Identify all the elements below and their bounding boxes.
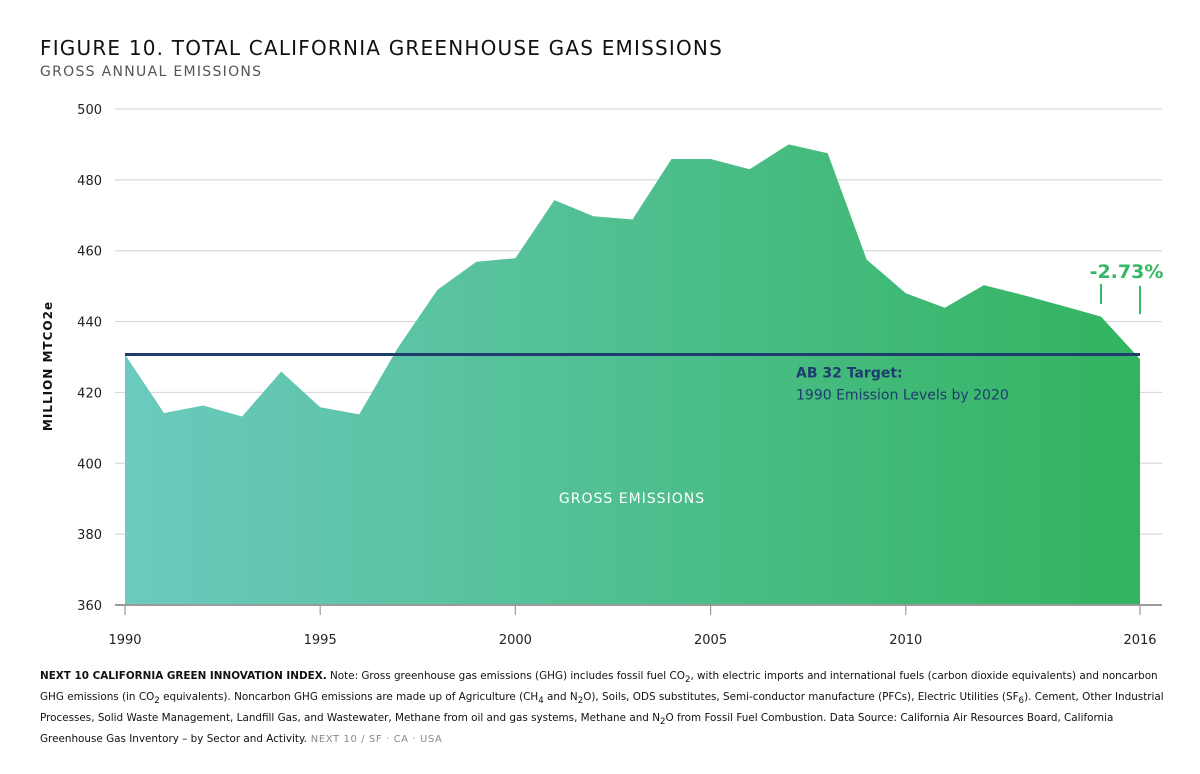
y-tick-label: 500 — [77, 103, 102, 118]
x-tick-label: 2016 — [1123, 633, 1156, 648]
chart-title: FIGURE 10. TOTAL CALIFORNIA GREENHOUSE G… — [40, 36, 723, 60]
x-tick-label: 2000 — [499, 633, 532, 648]
footnote-lead: NEXT 10 CALIFORNIA GREEN INNOVATION INDE… — [40, 670, 327, 682]
footnote-text: , with electric imports and internationa… — [40, 670, 1158, 704]
y-tick-label: 480 — [77, 174, 102, 189]
footnote-text: O from Fossil Fuel Combustion. Data Sour… — [40, 712, 1114, 746]
footnote-text: equivalents). Noncarbon GHG emissions ar… — [159, 691, 539, 704]
chart-subtitle: GROSS ANNUAL EMISSIONS — [40, 64, 263, 80]
footnote-sub: 2 — [684, 675, 691, 686]
y-tick-label: 440 — [77, 316, 102, 331]
footnote-sub: 2 — [659, 717, 666, 728]
x-tick-label: 1990 — [108, 633, 141, 648]
target-label-description: 1990 Emission Levels by 2020 — [796, 388, 1009, 404]
footnote-text: ). Cement, Other Industrial Processes, S… — [40, 691, 1164, 725]
y-tick-label: 360 — [77, 599, 102, 614]
axes: 360 380 400 420 440 460 480 500 1990 1995 2000 2005… — [77, 103, 1162, 648]
area-series — [125, 144, 1140, 605]
emissions-area — [125, 144, 1140, 605]
area-label: GROSS EMISSIONS — [559, 491, 705, 507]
annotations: AB 32 Target: 1990 Emission Levels by 202… — [125, 261, 1163, 507]
footnote-text: Note: Gross greenhouse gas emissions (GH… — [326, 670, 685, 682]
footnote-sub: 2 — [154, 696, 160, 707]
y-tick-label: 460 — [77, 245, 102, 260]
target-label-title: AB 32 Target: — [796, 366, 903, 382]
footnote: NEXT 10 CALIFORNIA GREEN INNOVATION INDE… — [40, 668, 1165, 748]
footnote-text: and N — [543, 691, 578, 704]
y-tick-label: 420 — [77, 386, 102, 401]
footnote-sub: 6 — [1018, 696, 1025, 707]
footnote-sub: 4 — [538, 696, 544, 707]
footnote-brand: NEXT 10 / SF · CA · USA — [306, 734, 443, 746]
footnote-text: O), Soils, ODS substitutes, Semi-conduct… — [583, 691, 1019, 704]
x-tick-label: 1995 — [304, 633, 337, 648]
emissions-area-chart: 360 380 400 420 440 460 480 500 1990 1995 2000 2005… — [77, 103, 1163, 648]
x-tick-label: 2005 — [694, 633, 727, 648]
change-percent-label: -2.73% — [1090, 261, 1164, 283]
y-tick-label: 380 — [77, 528, 102, 543]
x-tick-label: 2010 — [889, 633, 922, 648]
y-tick-label: 400 — [77, 457, 102, 472]
footnote-sub: 2 — [577, 696, 584, 707]
